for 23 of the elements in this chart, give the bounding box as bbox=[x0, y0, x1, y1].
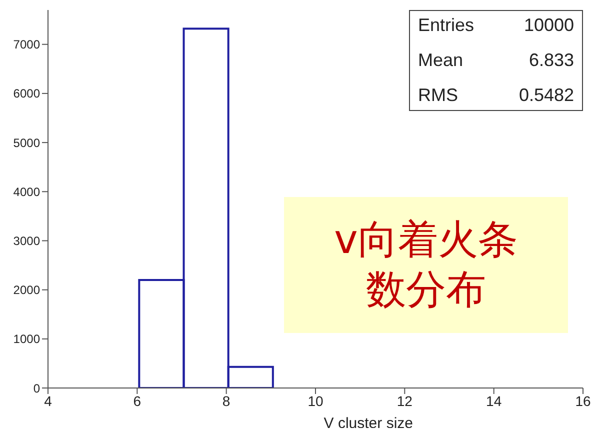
y-tick-label: 2000 bbox=[13, 283, 40, 298]
annotation: 0.5482 bbox=[518, 85, 574, 106]
y-tick-label: 6000 bbox=[13, 86, 40, 101]
annotation: Mean bbox=[418, 50, 464, 71]
y-tick-label: 4000 bbox=[13, 184, 40, 199]
y-tick-label: 1000 bbox=[13, 332, 40, 346]
x-tick-label: 16 bbox=[575, 392, 591, 409]
x-tick-label: 8 bbox=[222, 392, 230, 409]
y-tick-label: 7000 bbox=[13, 38, 40, 52]
x-tick-label: 4 bbox=[44, 392, 52, 409]
x-tick-label: 14 bbox=[486, 392, 502, 409]
annotation: Entries bbox=[418, 15, 476, 36]
annotation: RMS bbox=[418, 85, 459, 106]
annotation: 6.833 bbox=[528, 50, 574, 71]
y-tick-label: 3000 bbox=[13, 234, 40, 248]
x-tick-label: 12 bbox=[396, 392, 413, 409]
annotation: v向着火条数分布 bbox=[333, 216, 519, 315]
x-axis-title: V cluster size bbox=[324, 415, 413, 432]
x-tick-label: 6 bbox=[133, 392, 142, 409]
y-tick-label: 5000 bbox=[13, 136, 40, 150]
y-tick-label: 0 bbox=[33, 381, 40, 396]
annotation: 10000 bbox=[522, 15, 574, 36]
x-tick-label: 10 bbox=[308, 392, 324, 409]
